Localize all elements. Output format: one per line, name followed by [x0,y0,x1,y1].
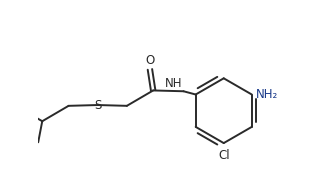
Text: Cl: Cl [218,149,230,162]
Text: S: S [94,98,101,112]
Text: NH: NH [165,77,183,90]
Text: O: O [145,53,155,67]
Text: NH₂: NH₂ [256,88,278,101]
